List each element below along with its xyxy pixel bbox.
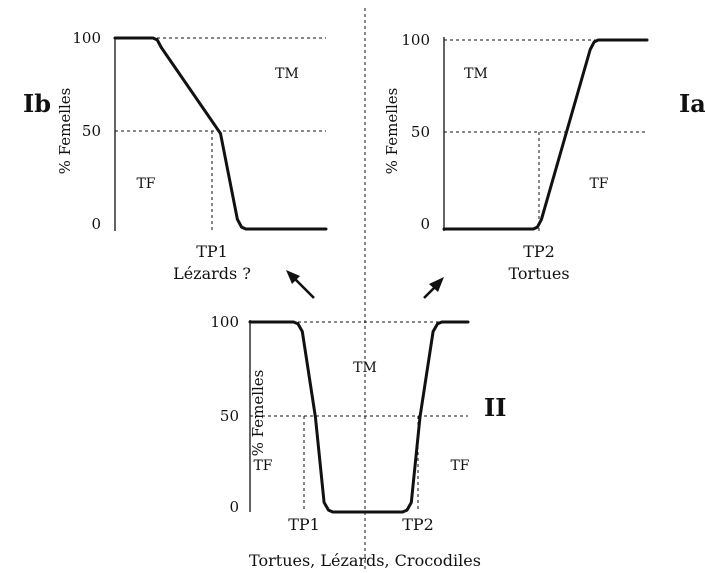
region-tf-ib: TF [136, 176, 155, 192]
y-tick-100-ii: 100 [210, 313, 239, 331]
arrow-to-ia [423, 277, 444, 299]
panel-label-ii: II [484, 393, 506, 422]
pivot-label-tp1-ib: TP1 [196, 242, 228, 261]
pivot-label-tp2-ii: TP2 [402, 515, 434, 534]
region-tm-ii: TM [353, 360, 377, 376]
y-axis-label-ia: % Femelles [383, 88, 401, 175]
y-tick-100-ia: 100 [401, 31, 430, 49]
caption-ia: Tortues [508, 264, 569, 283]
region-tm-ib: TM [275, 66, 299, 82]
caption-ii: Tortues, Lézards, Crocodiles [249, 551, 481, 570]
y-tick-0-ib: 0 [91, 215, 101, 233]
pivot-label-tp1-ii: TP1 [288, 515, 320, 534]
panel-ii: II % Femelles 100 50 0 TF TM TF TP1 TP2 … [210, 313, 506, 570]
pivot-label-tp2-ia: TP2 [523, 242, 555, 261]
panel-label-ib: Ib [23, 89, 51, 118]
y-tick-50-ia: 50 [411, 123, 430, 141]
y-tick-50-ii: 50 [220, 407, 239, 425]
y-axis-label-ii: % Femelles [249, 370, 267, 457]
panel-ia: Ia % Femelles 100 50 0 TM TF TP2 Tortues [383, 31, 705, 283]
panel-ib: Ib % Femelles 100 50 0 TM TF TP1 Lézards… [23, 29, 326, 283]
region-tf-right-ii: TF [450, 458, 469, 474]
panel-label-ia: Ia [679, 89, 705, 118]
y-tick-50-ib: 50 [82, 122, 101, 140]
region-tf-left-ii: TF [253, 458, 272, 474]
arrow-head-ia [429, 277, 444, 292]
y-tick-0-ii: 0 [229, 498, 239, 516]
arrow-head-ib [286, 270, 300, 284]
curve-ii [248, 320, 470, 514]
region-tm-ia: TM [464, 66, 488, 82]
curve-ib [113, 36, 328, 231]
y-tick-100-ib: 100 [72, 29, 101, 47]
curve-ia [442, 38, 649, 231]
arrow-shaft-ib [293, 277, 315, 299]
y-tick-0-ia: 0 [420, 215, 430, 233]
caption-ib: Lézards ? [173, 264, 251, 283]
arrow-to-ib [286, 270, 315, 299]
curves-layer [113, 36, 649, 514]
region-tf-ia: TF [589, 176, 608, 192]
y-axis-label-ib: % Femelles [56, 88, 74, 175]
